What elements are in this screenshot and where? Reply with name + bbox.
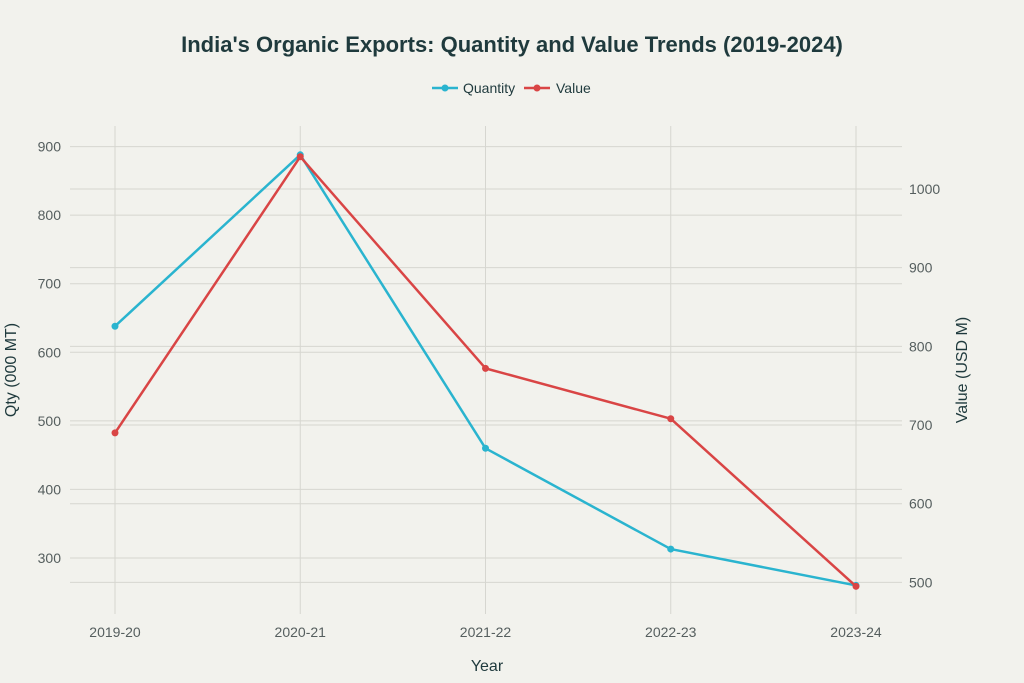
y-right-tick-label: 500 bbox=[909, 574, 933, 590]
x-tick-label: 2023-24 bbox=[830, 624, 882, 640]
legend-value-marker bbox=[533, 84, 541, 92]
value-point bbox=[667, 415, 675, 423]
x-tick-label: 2019-20 bbox=[89, 624, 141, 640]
y-right-tick-label: 900 bbox=[909, 260, 933, 276]
x-tick-label: 2020-21 bbox=[275, 624, 327, 640]
value-point bbox=[482, 364, 489, 372]
y-right-tick-label: 700 bbox=[909, 417, 933, 433]
x-tick-label: 2021-22 bbox=[460, 624, 512, 640]
legend-value-label: Value bbox=[556, 80, 591, 96]
y-left-tick-label: 300 bbox=[38, 550, 62, 566]
y-right-tick-label: 600 bbox=[909, 496, 933, 512]
legend-quantity-label: Quantity bbox=[463, 80, 515, 96]
y-left-tick-label: 800 bbox=[38, 207, 62, 223]
quantity-point bbox=[482, 444, 489, 452]
quantity-point bbox=[667, 545, 675, 553]
y-axis-left-title: Qty (000 MT) bbox=[3, 323, 20, 417]
y-left-tick-label: 600 bbox=[38, 344, 62, 360]
y-axis-right-title: Value (USD M) bbox=[954, 317, 971, 423]
y-right-tick-label: 1000 bbox=[909, 181, 940, 197]
x-axis-title: Year bbox=[471, 658, 504, 675]
x-tick-label: 2022-23 bbox=[645, 624, 697, 640]
series bbox=[111, 151, 860, 590]
value-point bbox=[852, 582, 860, 590]
y-left-tick-label: 700 bbox=[38, 276, 62, 292]
value-point bbox=[111, 429, 119, 437]
value-point bbox=[296, 153, 304, 161]
y-left-tick-label: 900 bbox=[38, 139, 62, 155]
chart-title: India's Organic Exports: Quantity and Va… bbox=[181, 32, 843, 57]
tick-labels: 2019-20 2020-21 2021-22 2022-23 2023-24 300 40… bbox=[38, 139, 941, 640]
y-right-tick-label: 800 bbox=[909, 338, 933, 354]
y-left-tick-label: 400 bbox=[38, 481, 62, 497]
legend-quantity-marker bbox=[441, 84, 449, 92]
y-left-tick-label: 500 bbox=[38, 413, 62, 429]
gridlines bbox=[70, 126, 902, 614]
quantity-point bbox=[111, 322, 119, 330]
legend: Quantity Value bbox=[432, 80, 591, 96]
